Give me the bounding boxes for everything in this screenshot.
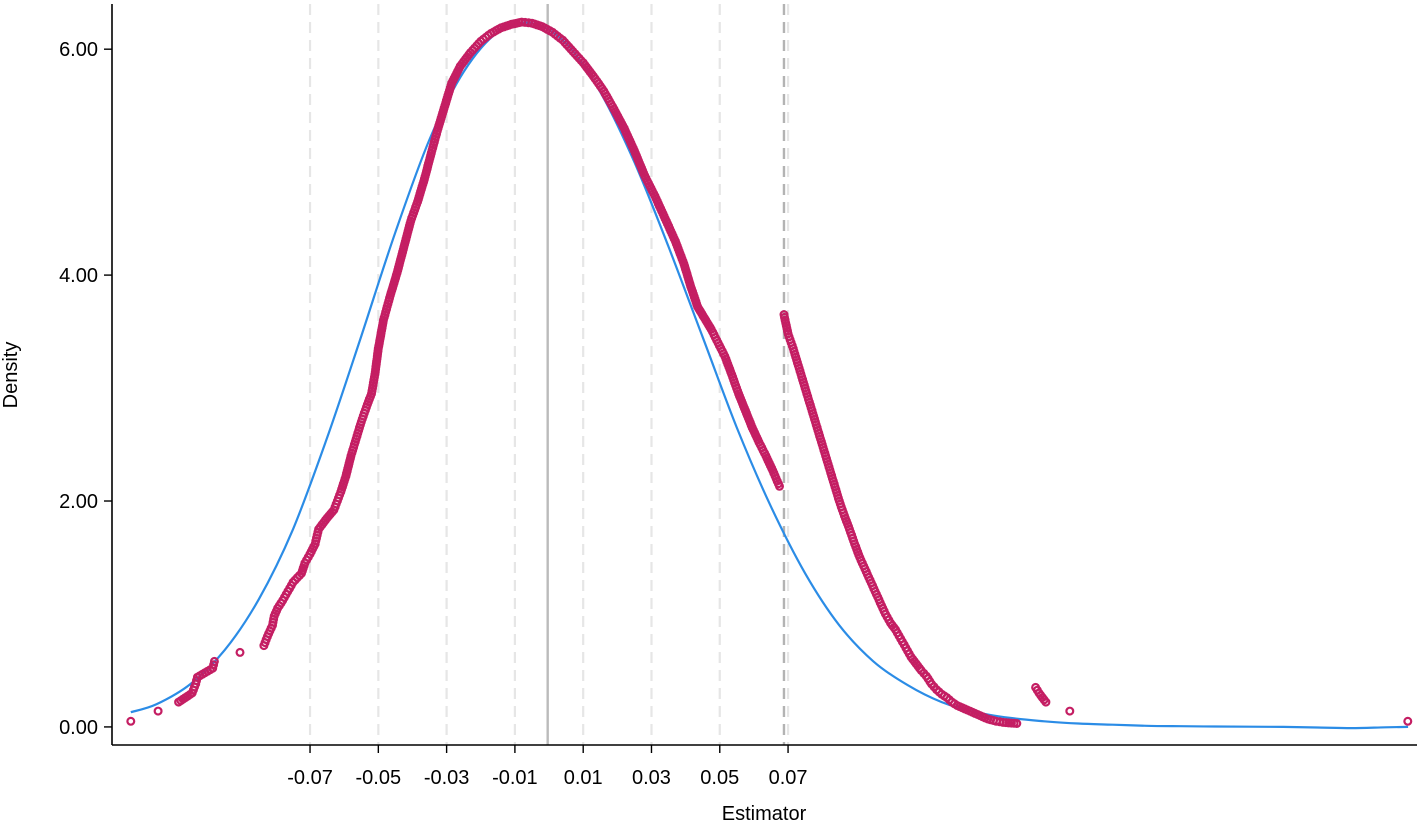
fitted-density-curve xyxy=(130,21,1409,730)
y-tick-label: 0.00 xyxy=(59,717,98,739)
x-tick-label: -0.07 xyxy=(287,767,333,789)
data-point xyxy=(1065,706,1075,716)
data-point xyxy=(126,716,136,726)
data-point xyxy=(209,656,219,666)
x-tick-label: 0.07 xyxy=(769,767,808,789)
axes xyxy=(111,4,1417,746)
y-axis-title: Density xyxy=(0,342,22,409)
data-points-layer xyxy=(126,17,1413,728)
x-tick-label: -0.05 xyxy=(356,767,402,789)
y-tick-label: 4.00 xyxy=(59,265,98,287)
y-axis-ticks: 0.00 2.00 4.00 6.00 xyxy=(59,39,112,739)
y-tick-label: 2.00 xyxy=(59,491,98,513)
x-tick-label: 0.01 xyxy=(564,767,603,789)
x-tick-label: 0.03 xyxy=(632,767,671,789)
data-point xyxy=(1041,697,1051,707)
data-point xyxy=(1403,716,1413,726)
fitted-curve-layer xyxy=(130,21,1409,730)
data-point xyxy=(1012,718,1022,728)
y-tick-label: 6.00 xyxy=(59,39,98,61)
reference-lines xyxy=(308,4,790,745)
x-tick-label: -0.01 xyxy=(492,767,538,789)
data-point xyxy=(235,647,245,657)
data-point xyxy=(774,481,784,491)
x-tick-label: 0.05 xyxy=(700,767,739,789)
x-axis-title: Estimator xyxy=(722,803,807,821)
x-axis-ticks: -0.07 -0.05 -0.03 -0.01 0.01 0.03 0.05 0.07 xyxy=(287,745,808,789)
x-tick-label: -0.03 xyxy=(424,767,470,789)
data-point xyxy=(153,706,163,716)
